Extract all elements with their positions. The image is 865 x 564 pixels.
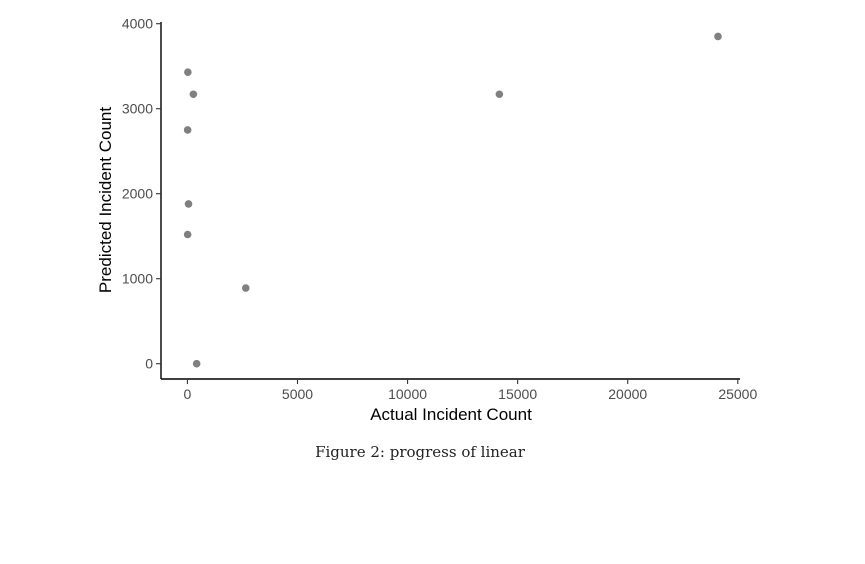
data-point xyxy=(189,90,198,99)
y-axis-title: Predicted Incident Count xyxy=(96,107,115,293)
scatter-chart: 0 5000 10000 15000 20000 25000 0 1000 2000 3000 40… xyxy=(96,16,758,424)
data-points xyxy=(183,32,722,368)
data-point xyxy=(192,359,201,368)
axes xyxy=(160,22,740,380)
data-point xyxy=(495,90,504,99)
x-tick-label: 25000 xyxy=(718,386,757,402)
y-tick-label: 3000 xyxy=(122,101,153,117)
ticks: 0 5000 10000 15000 20000 25000 0 1000 2000 3000 40… xyxy=(122,16,758,402)
figure-caption: Figure 2: progress of linear xyxy=(315,443,525,461)
x-tick-label: 5000 xyxy=(282,386,313,402)
data-point xyxy=(183,230,192,239)
x-tick-label: 10000 xyxy=(388,386,427,402)
x-axis-title: Actual Incident Count xyxy=(370,405,532,424)
y-tick-label: 2000 xyxy=(122,186,153,202)
data-point xyxy=(241,284,250,292)
x-tick-label: 20000 xyxy=(608,386,647,402)
data-point xyxy=(184,200,193,208)
data-point xyxy=(714,32,722,41)
y-tick-label: 0 xyxy=(145,356,153,372)
data-point xyxy=(184,68,192,76)
y-tick-label: 4000 xyxy=(122,16,153,32)
y-tick-label: 1000 xyxy=(122,271,153,287)
x-tick-label: 15000 xyxy=(498,386,537,402)
data-point xyxy=(183,126,192,134)
x-tick-label: 0 xyxy=(184,386,192,402)
